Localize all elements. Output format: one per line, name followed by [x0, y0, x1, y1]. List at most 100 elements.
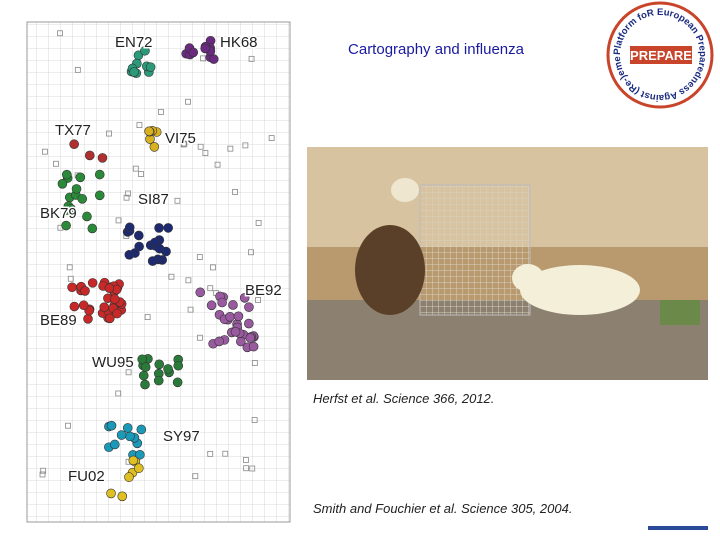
virus-point: [124, 250, 135, 260]
serum-point: [197, 143, 204, 150]
antigenic-map: EN72 HK68 TX77 VI75 SI87 BK79 BE92 BE89 WU95 SY97…: [26, 21, 291, 523]
serum-point: [181, 140, 188, 147]
serum-point: [39, 471, 46, 478]
serum-point: [42, 148, 48, 155]
ferret-dark-head: [391, 178, 419, 202]
virus-point: [109, 294, 120, 304]
footer-bar: [648, 526, 708, 530]
virus-point: [66, 203, 76, 214]
serum-point: [207, 450, 214, 457]
virus-point: [173, 360, 184, 371]
serum-point: [255, 297, 261, 303]
logo-band: [630, 46, 692, 64]
virus-point: [99, 302, 110, 312]
serum-point: [123, 194, 130, 201]
virus-point: [153, 375, 164, 386]
virus-point: [94, 190, 105, 201]
serum-point: [71, 472, 78, 478]
virus-point: [69, 139, 79, 150]
virus-point: [134, 463, 144, 474]
serum-point: [185, 98, 191, 105]
map-frame: [26, 21, 291, 523]
virus-point: [233, 311, 244, 322]
serum-point: [115, 217, 122, 224]
virus-point: [124, 472, 134, 482]
serum-point: [180, 141, 187, 148]
serum-point: [74, 66, 81, 73]
virus-point: [116, 430, 127, 440]
serum-point: [192, 473, 199, 480]
virus-point: [135, 449, 145, 460]
serum-point: [268, 135, 275, 142]
serum-point: [243, 465, 250, 472]
serum-point: [125, 369, 132, 376]
serum-point: [248, 55, 255, 62]
virus-point: [71, 184, 82, 194]
ferret-light: [520, 265, 640, 315]
serum-point: [65, 422, 71, 429]
virus-point: [69, 301, 80, 312]
virus-point: [172, 377, 183, 388]
serum-point: [106, 130, 112, 137]
virus-point: [228, 300, 238, 310]
virus-point: [61, 220, 71, 231]
serum-point: [248, 249, 254, 256]
serum-point: [158, 109, 164, 115]
cluster-label: BE89: [40, 312, 77, 329]
virus-point: [136, 424, 147, 435]
virus-point: [145, 62, 156, 72]
virus-point: [82, 211, 92, 222]
serum-point: [243, 457, 249, 463]
virus-point: [78, 300, 89, 311]
serum-point: [255, 220, 262, 226]
cluster-label: SY97: [163, 428, 200, 445]
ferret-dark: [355, 225, 425, 315]
serum-point: [251, 417, 258, 423]
virus-point: [208, 54, 219, 64]
virus-point: [117, 491, 128, 502]
virus-point: [94, 169, 105, 180]
virus-point: [147, 256, 158, 266]
cluster-label: VI75: [165, 130, 196, 147]
serum-point: [144, 314, 151, 320]
serum-point: [185, 277, 192, 284]
virus-point: [214, 336, 224, 347]
virus-point: [149, 142, 160, 152]
cluster-label: BK79: [40, 205, 77, 222]
virus-point: [110, 439, 120, 450]
virus-point: [67, 282, 77, 293]
serum-point: [197, 334, 203, 341]
cluster-label: FU02: [68, 468, 105, 485]
virus-point: [57, 179, 68, 189]
photo: [307, 147, 708, 380]
cluster-label: EN72: [115, 34, 153, 51]
virus-point: [87, 278, 98, 288]
virus-point: [138, 370, 149, 381]
photo-cage: [419, 184, 531, 316]
virus-point: [245, 333, 256, 343]
serum-point: [168, 273, 175, 280]
virus-point: [80, 286, 90, 296]
serum-point: [200, 55, 206, 62]
logo-name: PREPARE: [630, 48, 692, 63]
virus-point: [244, 302, 254, 312]
serum-point: [210, 264, 216, 271]
slide-title: Cartography and influenza: [348, 41, 525, 58]
virus-point: [217, 297, 227, 308]
virus-point: [106, 420, 117, 431]
cluster-label: HK68: [220, 34, 258, 51]
serum-point: [57, 30, 63, 37]
photo-bowl: [660, 300, 700, 325]
virus-point: [230, 327, 241, 337]
virus-point: [128, 455, 139, 466]
virus-point: [77, 194, 88, 204]
cluster-label: BE92: [245, 282, 282, 299]
virus-point: [163, 364, 173, 374]
serum-point: [187, 306, 194, 313]
virus-point: [97, 153, 108, 163]
serum-point: [232, 189, 238, 195]
serum-point: [251, 360, 258, 366]
virus-point: [75, 172, 86, 183]
serum-point: [242, 142, 249, 149]
serum-point: [207, 285, 214, 292]
